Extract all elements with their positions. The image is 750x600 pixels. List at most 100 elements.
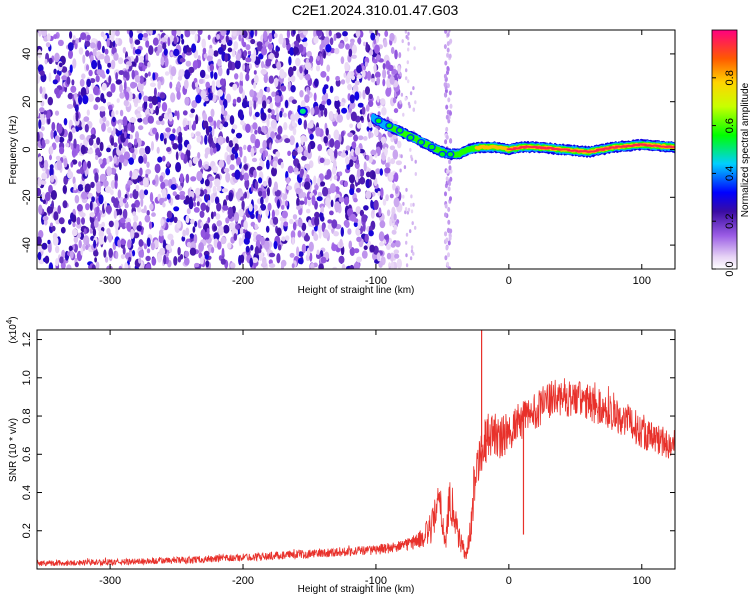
- noise-blob: [85, 85, 89, 94]
- noise-blob: [157, 156, 163, 163]
- noise-blob: [134, 39, 141, 45]
- noise-blob: [192, 120, 197, 130]
- y-tick-label: 0.6: [21, 447, 33, 462]
- noise-blob: [239, 148, 243, 158]
- noise-blob: [205, 125, 210, 136]
- noise-blob: [330, 199, 334, 208]
- noise-blob: [119, 196, 124, 207]
- noise-blob: [185, 173, 190, 184]
- noise-blob: [136, 113, 142, 119]
- noise-blob: [378, 207, 382, 217]
- noise-blob: [307, 200, 311, 207]
- noise-blob: [245, 245, 250, 253]
- noise-blob: [236, 30, 240, 37]
- noise-blob: [72, 222, 76, 228]
- noise-blob: [332, 266, 338, 269]
- noise-blob: [44, 93, 48, 100]
- noise-blob: [364, 61, 368, 67]
- noise-blob: [81, 119, 85, 129]
- noise-blob: [110, 59, 116, 70]
- noise-blob: [214, 178, 221, 188]
- noise-blob: [180, 152, 185, 161]
- noise-blob: [101, 82, 107, 91]
- noise-blob: [366, 240, 372, 248]
- noise-blob: [298, 251, 304, 257]
- noise-blob: [140, 197, 144, 207]
- noise-blob: [158, 229, 164, 237]
- noise-blob: [349, 213, 357, 222]
- noise-blob: [393, 213, 397, 221]
- noise-blob: [234, 59, 241, 70]
- noise-blob: [372, 171, 376, 180]
- noise-blob: [286, 177, 290, 185]
- noise-blob: [207, 34, 211, 40]
- noise-blob: [353, 197, 358, 203]
- noise-blob: [69, 64, 73, 73]
- noise-blob: [197, 152, 201, 159]
- noise-blob: [170, 239, 175, 247]
- gap-noise-blob: [406, 60, 409, 65]
- noise-blob: [37, 236, 42, 246]
- noise-blob: [252, 122, 258, 130]
- noise-blob: [323, 36, 330, 46]
- noise-blob: [289, 135, 295, 146]
- noise-blob: [217, 47, 224, 55]
- noise-blob: [147, 115, 154, 124]
- noise-blob: [87, 160, 91, 169]
- noise-blob: [155, 50, 160, 56]
- noise-blob: [146, 248, 151, 254]
- noise-blob: [47, 239, 51, 245]
- ridge-blob: [397, 128, 403, 133]
- noise-blob: [369, 244, 375, 253]
- noise-blob: [310, 107, 315, 116]
- noise-blob: [92, 48, 97, 57]
- noise-blob: [53, 68, 57, 75]
- noise-blob: [361, 106, 366, 115]
- noise-blob: [131, 250, 136, 257]
- noise-blob: [93, 250, 99, 257]
- noise-blob: [184, 30, 191, 38]
- gap-noise-blob: [449, 38, 453, 44]
- noise-blob: [395, 187, 399, 194]
- noise-blob: [145, 40, 150, 48]
- noise-blob: [151, 141, 154, 151]
- noise-blob: [227, 60, 233, 71]
- noise-blob: [287, 165, 294, 174]
- noise-blob: [173, 256, 178, 266]
- noise-blob: [365, 86, 370, 95]
- noise-blob: [377, 191, 381, 196]
- noise-blob: [57, 205, 61, 215]
- noise-blob: [120, 254, 125, 260]
- noise-blob: [324, 92, 329, 100]
- noise-blob: [226, 154, 231, 165]
- noise-blob: [341, 107, 348, 114]
- noise-blob: [105, 120, 110, 127]
- noise-blob: [349, 247, 355, 256]
- noise-blob: [45, 191, 51, 202]
- noise-blob: [211, 127, 215, 137]
- noise-blob: [96, 183, 102, 194]
- noise-blob: [246, 64, 250, 75]
- noise-blob: [134, 148, 138, 156]
- noise-blob: [375, 54, 381, 61]
- snr-y-scale-label: (x104): [5, 316, 19, 343]
- noise-blob: [390, 261, 395, 269]
- noise-blob: [176, 90, 181, 101]
- noise-blob: [209, 63, 214, 72]
- gap-noise-blob: [446, 168, 450, 174]
- noise-blob: [269, 142, 272, 150]
- noise-blob: [283, 112, 287, 118]
- noise-blob: [320, 109, 324, 117]
- noise-blob: [94, 172, 99, 183]
- noise-blob: [266, 117, 270, 128]
- noise-blob: [172, 128, 176, 134]
- noise-blob: [218, 159, 225, 168]
- noise-blob: [50, 222, 53, 228]
- noise-blob: [281, 236, 286, 242]
- snr-x-ticks: -300 -200 -100 0 100: [99, 330, 651, 587]
- noise-blob: [120, 217, 126, 224]
- noise-blob: [350, 75, 356, 81]
- noise-blob: [104, 48, 109, 55]
- noise-blob: [124, 194, 128, 199]
- gap-noise-blob: [447, 186, 451, 192]
